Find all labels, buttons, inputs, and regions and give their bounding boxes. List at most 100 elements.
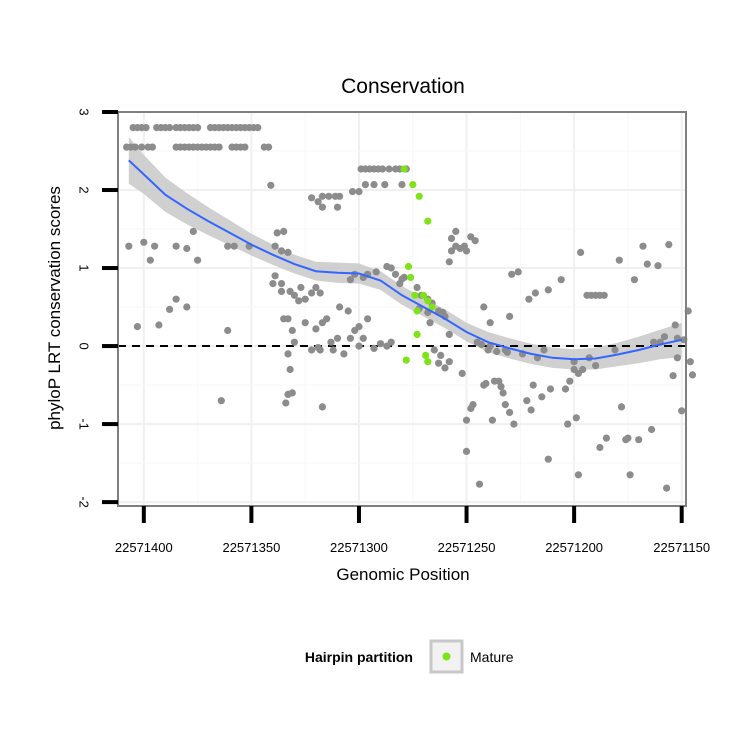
- point-other: [271, 272, 279, 280]
- point-mature: [404, 262, 413, 271]
- point-other: [172, 242, 180, 250]
- point-other: [355, 323, 363, 331]
- point-other: [148, 143, 156, 151]
- point-other: [458, 369, 466, 377]
- point-other: [630, 276, 639, 284]
- x-axis-label: Genomic Position: [336, 565, 469, 584]
- chart-title: Conservation: [341, 75, 465, 98]
- point-other: [318, 203, 326, 211]
- point-other: [284, 390, 292, 398]
- point-other: [314, 198, 322, 206]
- point-other: [269, 280, 277, 288]
- point-other: [686, 358, 694, 366]
- point-other: [312, 325, 320, 333]
- point-other: [488, 416, 496, 424]
- point-other: [508, 270, 516, 278]
- point-other: [527, 406, 535, 414]
- y-tick-label: 0: [77, 342, 92, 349]
- point-other: [333, 334, 342, 342]
- point-other: [499, 389, 507, 397]
- point-mature: [411, 291, 419, 299]
- point-other: [224, 242, 232, 250]
- point-other: [544, 286, 552, 294]
- y-tick-label: 2: [76, 186, 91, 193]
- point-other: [669, 372, 677, 380]
- point-other: [441, 364, 449, 372]
- legend-label-mature: Mature: [470, 649, 514, 665]
- point-other: [183, 303, 191, 311]
- point-other: [138, 143, 146, 151]
- point-other: [277, 280, 286, 288]
- point-other: [340, 350, 348, 358]
- point-mature: [424, 297, 432, 305]
- legend: Hairpin partition Mature: [305, 639, 514, 674]
- point-other: [471, 237, 479, 245]
- point-other: [125, 242, 133, 250]
- point-other: [316, 346, 324, 354]
- point-mature: [424, 358, 432, 366]
- point-other: [308, 289, 316, 297]
- point-other: [387, 338, 395, 346]
- point-other: [288, 326, 296, 335]
- point-other: [142, 124, 150, 132]
- point-other: [316, 289, 324, 297]
- point-other: [525, 295, 533, 303]
- point-other: [529, 381, 537, 389]
- point-other: [325, 192, 333, 200]
- point-other: [355, 188, 363, 196]
- point-other: [333, 203, 342, 211]
- point-other: [348, 188, 357, 196]
- point-other: [648, 425, 656, 434]
- point-other: [445, 330, 453, 338]
- point-other: [602, 434, 611, 442]
- legend-title: Hairpin partition: [305, 649, 413, 665]
- point-other: [172, 295, 180, 303]
- point-other: [166, 124, 174, 132]
- point-other: [346, 276, 354, 284]
- point-other: [557, 276, 565, 284]
- y-tick-label: 1: [76, 264, 91, 271]
- point-other: [370, 181, 378, 189]
- point-other: [435, 359, 443, 367]
- point-other: [426, 319, 434, 327]
- point-other: [400, 273, 408, 281]
- point-other: [462, 447, 471, 455]
- point-other: [544, 455, 552, 463]
- point-other: [413, 283, 421, 292]
- point-other: [318, 403, 326, 411]
- point-other: [295, 297, 303, 305]
- point-other: [445, 258, 453, 266]
- point-other: [355, 342, 363, 350]
- point-other: [596, 443, 604, 452]
- plot-border: [117, 111, 687, 507]
- point-other: [284, 350, 292, 358]
- point-other: [572, 414, 580, 422]
- point-other: [381, 181, 389, 189]
- y-axis: -2 -1 0 1 2 3: [76, 108, 118, 508]
- point-mature: [424, 217, 432, 225]
- point-other: [447, 247, 456, 255]
- point-other: [635, 436, 643, 444]
- point-other: [506, 408, 514, 416]
- point-other: [475, 480, 484, 488]
- point-other: [312, 283, 320, 292]
- point-other: [510, 420, 518, 428]
- point-other: [452, 227, 460, 235]
- y-tick-label: -1: [77, 418, 92, 430]
- point-other: [194, 124, 202, 132]
- point-other: [280, 227, 288, 235]
- point-other: [531, 289, 540, 297]
- point-other: [133, 323, 141, 331]
- point-other: [430, 346, 438, 354]
- point-other: [469, 401, 477, 409]
- point-other: [273, 229, 281, 237]
- point-other: [372, 268, 380, 276]
- point-other: [514, 268, 522, 276]
- point-other: [166, 305, 174, 313]
- point-other: [643, 260, 651, 268]
- point-other: [277, 247, 286, 255]
- point-other: [318, 192, 326, 200]
- point-other: [301, 319, 309, 327]
- point-other: [280, 315, 288, 323]
- point-other: [284, 248, 292, 256]
